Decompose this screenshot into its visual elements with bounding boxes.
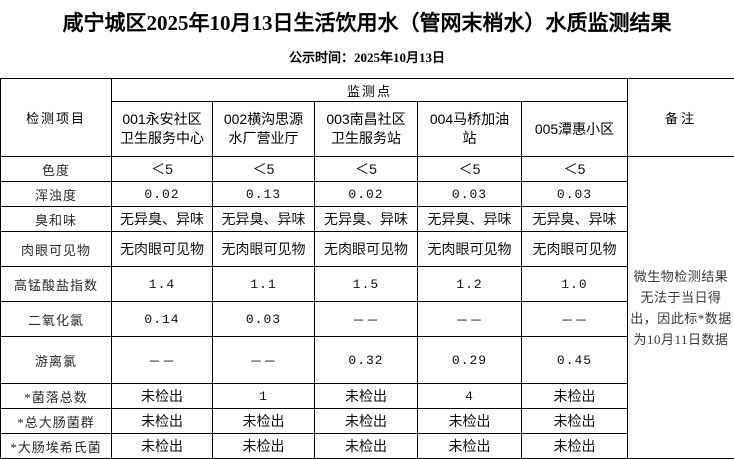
header-site-3-line1: 003南昌社区 <box>326 111 405 127</box>
table-row: 肉眼可见物无肉眼可见物无肉眼可见物无肉眼可见物无肉眼可见物无肉眼可见物 <box>1 232 734 267</box>
cell-value: －－ <box>522 302 628 337</box>
row-label: *菌落总数 <box>1 384 112 409</box>
cell-value: 无异臭、异味 <box>522 207 628 232</box>
row-label: 游离氯 <box>1 337 112 384</box>
cell-value: 无异臭、异味 <box>418 207 522 232</box>
table-row: *大肠埃希氏菌未检出未检出未检出未检出未检出 <box>1 434 734 459</box>
header-site-1: 001永安社区 卫生服务中心 <box>112 102 213 157</box>
row-label: 浑浊度 <box>1 182 112 207</box>
row-label: 高锰酸盐指数 <box>1 267 112 302</box>
header-site-2-line1: 002横沟思源 <box>224 111 303 127</box>
header-site-2: 002横沟思源 水厂营业厅 <box>213 102 315 157</box>
remark-cell: 微生物检测结果无法于当日得出，因此标*数据为10月11日数据 <box>628 157 734 459</box>
cell-value: 4 <box>418 384 522 409</box>
cell-value: ＜5 <box>213 157 315 182</box>
cell-value: 1 <box>213 384 315 409</box>
cell-value: 无肉眼可见物 <box>112 232 213 267</box>
page-title: 咸宁城区2025年10月13日生活饮用水（管网末梢水）水质监测结果 <box>0 8 734 38</box>
header-site-5: 005潭惠小区 <box>522 102 628 157</box>
row-label: *大肠埃希氏菌 <box>1 434 112 459</box>
cell-value: 1.1 <box>213 267 315 302</box>
cell-value: 无肉眼可见物 <box>213 232 315 267</box>
table-row: *总大肠菌群未检出未检出未检出未检出未检出 <box>1 409 734 434</box>
cell-value: 未检出 <box>315 434 418 459</box>
row-label: 肉眼可见物 <box>1 232 112 267</box>
cell-value: 0.03 <box>522 182 628 207</box>
cell-value: 0.45 <box>522 337 628 384</box>
cell-value: 无肉眼可见物 <box>315 232 418 267</box>
row-label: 二氧化氯 <box>1 302 112 337</box>
cell-value: －－ <box>213 337 315 384</box>
monitoring-results-table: 检测项目 监测点 备注 001永安社区 卫生服务中心 002横沟思源 水厂营业厅… <box>0 78 734 459</box>
table-header-row-group: 检测项目 监测点 备注 <box>1 79 734 102</box>
cell-value: 0.29 <box>418 337 522 384</box>
header-site-4-line2: 站 <box>463 130 477 146</box>
header-monitoring-points: 监测点 <box>112 79 628 102</box>
cell-value: 0.13 <box>213 182 315 207</box>
header-site-4-line1: 004马桥加油 <box>430 111 509 127</box>
cell-value: 未检出 <box>213 434 315 459</box>
cell-value: 未检出 <box>418 434 522 459</box>
cell-value: 无异臭、异味 <box>213 207 315 232</box>
publish-date-line: 公示时间：2025年10月13日 <box>0 48 734 68</box>
cell-value: 未检出 <box>315 384 418 409</box>
cell-value: 无异臭、异味 <box>112 207 213 232</box>
header-item-column: 检测项目 <box>1 79 112 157</box>
header-site-3-line2: 卫生服务站 <box>331 130 401 146</box>
header-site-3: 003南昌社区 卫生服务站 <box>315 102 418 157</box>
cell-value: －－ <box>418 302 522 337</box>
cell-value: 1.2 <box>418 267 522 302</box>
cell-value: 1.4 <box>112 267 213 302</box>
cell-value: 未检出 <box>112 434 213 459</box>
cell-value: 无肉眼可见物 <box>522 232 628 267</box>
row-label: 色度 <box>1 157 112 182</box>
cell-value: 无肉眼可见物 <box>418 232 522 267</box>
cell-value: 未检出 <box>112 384 213 409</box>
cell-value: 0.02 <box>315 182 418 207</box>
cell-value: 0.02 <box>112 182 213 207</box>
cell-value: 0.03 <box>418 182 522 207</box>
cell-value: ＜5 <box>418 157 522 182</box>
cell-value: 未检出 <box>522 434 628 459</box>
cell-value: 未检出 <box>213 409 315 434</box>
cell-value: 未检出 <box>112 409 213 434</box>
header-site-1-line1: 001永安社区 <box>122 111 201 127</box>
header-site-5-line1: 005潭惠小区 <box>535 121 614 137</box>
cell-value: 1.5 <box>315 267 418 302</box>
cell-value: 未检出 <box>522 384 628 409</box>
cell-value: 0.14 <box>112 302 213 337</box>
cell-value: 0.32 <box>315 337 418 384</box>
cell-value: 1.0 <box>522 267 628 302</box>
cell-value: ＜5 <box>112 157 213 182</box>
header-remark-column: 备注 <box>628 79 734 157</box>
row-label: *总大肠菌群 <box>1 409 112 434</box>
cell-value: －－ <box>112 337 213 384</box>
cell-value: 未检出 <box>418 409 522 434</box>
remark-text: 微生物检测结果无法于当日得出，因此标*数据为10月11日数据 <box>630 266 732 350</box>
table-header-row-sites: 001永安社区 卫生服务中心 002横沟思源 水厂营业厅 003南昌社区 卫生服… <box>1 102 734 157</box>
header-site-4: 004马桥加油 站 <box>418 102 522 157</box>
cell-value: 未检出 <box>315 409 418 434</box>
table-row: 臭和味无异臭、异味无异臭、异味无异臭、异味无异臭、异味无异臭、异味 <box>1 207 734 232</box>
title-block: 咸宁城区2025年10月13日生活饮用水（管网末梢水）水质监测结果 公示时间：2… <box>0 0 734 68</box>
header-site-2-line2: 水厂营业厅 <box>229 130 299 146</box>
cell-value: 无异臭、异味 <box>315 207 418 232</box>
cell-value: ＜5 <box>522 157 628 182</box>
row-label: 臭和味 <box>1 207 112 232</box>
cell-value: 未检出 <box>522 409 628 434</box>
cell-value: ＜5 <box>315 157 418 182</box>
cell-value: －－ <box>315 302 418 337</box>
cell-value: 0.03 <box>213 302 315 337</box>
header-site-1-line2: 卫生服务中心 <box>120 130 204 146</box>
